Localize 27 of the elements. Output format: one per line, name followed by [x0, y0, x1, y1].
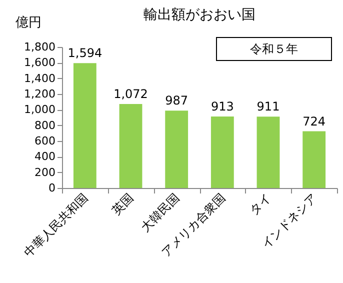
- y-axis-title: 億円: [16, 16, 42, 30]
- bar: [210, 116, 234, 188]
- y-tick-label: 1,600: [24, 56, 56, 70]
- bar: [256, 116, 280, 188]
- bar: [302, 131, 326, 188]
- y-tick-label: 800: [34, 118, 56, 132]
- y-tick-label: 400: [34, 150, 56, 164]
- data-label: 987: [165, 94, 188, 108]
- y-tick-label: 200: [34, 166, 56, 179]
- x-tick-label: タイ: [246, 190, 274, 218]
- chart-title: 輸出額がおおい国: [144, 7, 256, 23]
- outline-box: 令和５年: [216, 37, 332, 61]
- bar: [165, 110, 188, 188]
- data-label: 1,594: [68, 46, 102, 60]
- y-tick-label: 1,400: [24, 72, 56, 85]
- bar: [73, 63, 96, 188]
- data-label: 911: [256, 100, 280, 114]
- y-tick-label: 1,000: [24, 103, 56, 116]
- data-label: 913: [210, 99, 234, 114]
- data-label: 724: [302, 114, 326, 128]
- y-tick-label: 1,800: [24, 40, 56, 54]
- y-tick-label: 600: [34, 134, 56, 148]
- data-label: 1,072: [114, 87, 148, 102]
- annotation: 令和５年: [250, 40, 298, 58]
- y-tick-label: 1,200: [24, 88, 56, 100]
- x-tick-label: 英国: [109, 190, 136, 218]
- bar: [119, 104, 142, 188]
